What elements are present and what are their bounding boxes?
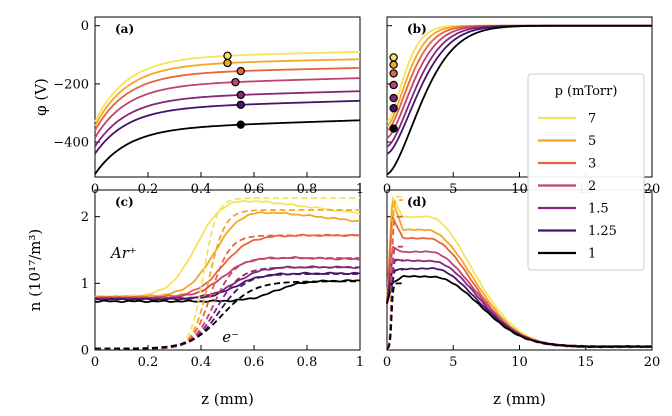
x-axis-label-c: z (mm): [201, 390, 254, 408]
phi-line-3: [94, 67, 361, 131]
phi-line-2: [94, 77, 361, 139]
x-axis-label-d: z (mm): [493, 390, 546, 408]
x-tick-label: 15: [577, 355, 594, 370]
ion-density-2: [94, 256, 361, 300]
ion-species-label: Ar⁺: [109, 244, 137, 262]
electron-density-1.5: [386, 259, 403, 350]
x-tick-label: 20: [644, 355, 661, 370]
legend-label-1.25: 1.25: [588, 224, 617, 239]
panel-c: 0 0.2 0.4 0.6 0.8 1 0 1 2 (c) Ar⁺ e⁻: [81, 189, 364, 370]
sheath-edge-marker-5: [389, 60, 398, 69]
x-tick-label: 1: [356, 355, 364, 370]
phi-line-1.5: [94, 90, 361, 147]
y-tick-label: 1: [81, 277, 89, 292]
axis-labels: z (mm) z (mm) φ (V) n (10¹⁷/m³): [26, 78, 546, 408]
plot-frame: [94, 189, 361, 351]
electron-density-3: [95, 234, 360, 350]
panel-label: (c): [115, 195, 134, 209]
x-tick-label: 0.2: [138, 355, 159, 370]
sheath-edge-marker-1.5: [236, 90, 245, 100]
y-tick-label: −200: [53, 77, 89, 92]
y-tick-label: 2: [81, 210, 89, 225]
x-tick-label: 0.8: [297, 355, 318, 370]
phi-line-1: [94, 119, 361, 175]
phi-line-1.25: [94, 99, 361, 155]
ion-density-5: [94, 211, 361, 299]
y-tick-label: 0: [81, 19, 89, 34]
legend-label-3: 3: [588, 157, 596, 172]
x-tick-label: 0.6: [244, 355, 265, 370]
sheath-edge-marker-1.25: [236, 100, 245, 109]
x-tick-label: 0: [91, 355, 99, 370]
panel-label: (b): [407, 22, 427, 36]
electron-density-5: [95, 209, 360, 350]
plot-frame: [94, 16, 361, 178]
y-tick-label: −400: [53, 136, 89, 151]
electron-species-label: e⁻: [222, 328, 239, 346]
sheath-edge-marker-1: [389, 124, 398, 133]
legend: p (mTorr) 7 5 3 2 1.5 1.25 1: [527, 73, 645, 271]
sheath-edge-marker-3: [236, 66, 245, 76]
legend-label-5: 5: [588, 134, 596, 149]
electron-density-2: [386, 245, 403, 350]
y-tick-label: 0: [81, 344, 89, 359]
legend-title: p (mTorr): [555, 84, 618, 99]
sheath-edge-marker-2: [389, 80, 398, 90]
panel-d: 0 5 10 15 20 (d): [383, 189, 661, 370]
electron-density-1.25: [95, 273, 360, 350]
phi-line-1: [386, 24, 652, 175]
sheath-edge-marker-3: [389, 69, 398, 78]
panel-label: (d): [407, 195, 427, 209]
ion-density-1: [386, 275, 653, 349]
electron-density-1: [386, 282, 403, 350]
panel-a: 0 0.2 0.4 0.6 0.8 10−200−400(a): [53, 16, 364, 197]
x-tick-label: 10: [511, 355, 528, 370]
x-tick-label: 0: [383, 355, 391, 370]
legend-label-1: 1: [588, 247, 596, 262]
sheath-edge-marker-7: [389, 53, 398, 62]
sheath-edge-marker-1.5: [389, 93, 398, 103]
panel-label: (a): [115, 22, 134, 36]
sheath-edge-marker-5: [223, 58, 232, 68]
legend-label-2: 2: [588, 179, 596, 194]
sheath-edge-marker-1.25: [389, 104, 398, 113]
x-tick-label: 5: [449, 355, 457, 370]
electron-density-1.25: [386, 269, 403, 350]
sheath-edge-marker-2: [231, 77, 240, 87]
electron-density-7: [95, 197, 360, 350]
electron-density-1: [95, 280, 361, 350]
sheath-edge-marker-7: [223, 51, 232, 61]
x-tick-label: 0.4: [191, 355, 212, 370]
sheath-edge-marker-1: [236, 120, 245, 129]
legend-label-7: 7: [588, 112, 596, 127]
y-axis-label-a: φ (V): [32, 78, 50, 116]
legend-label-1.5: 1.5: [588, 202, 609, 217]
legend-box: [527, 73, 645, 271]
y-axis-label-c: n (10¹⁷/m³): [26, 229, 44, 312]
